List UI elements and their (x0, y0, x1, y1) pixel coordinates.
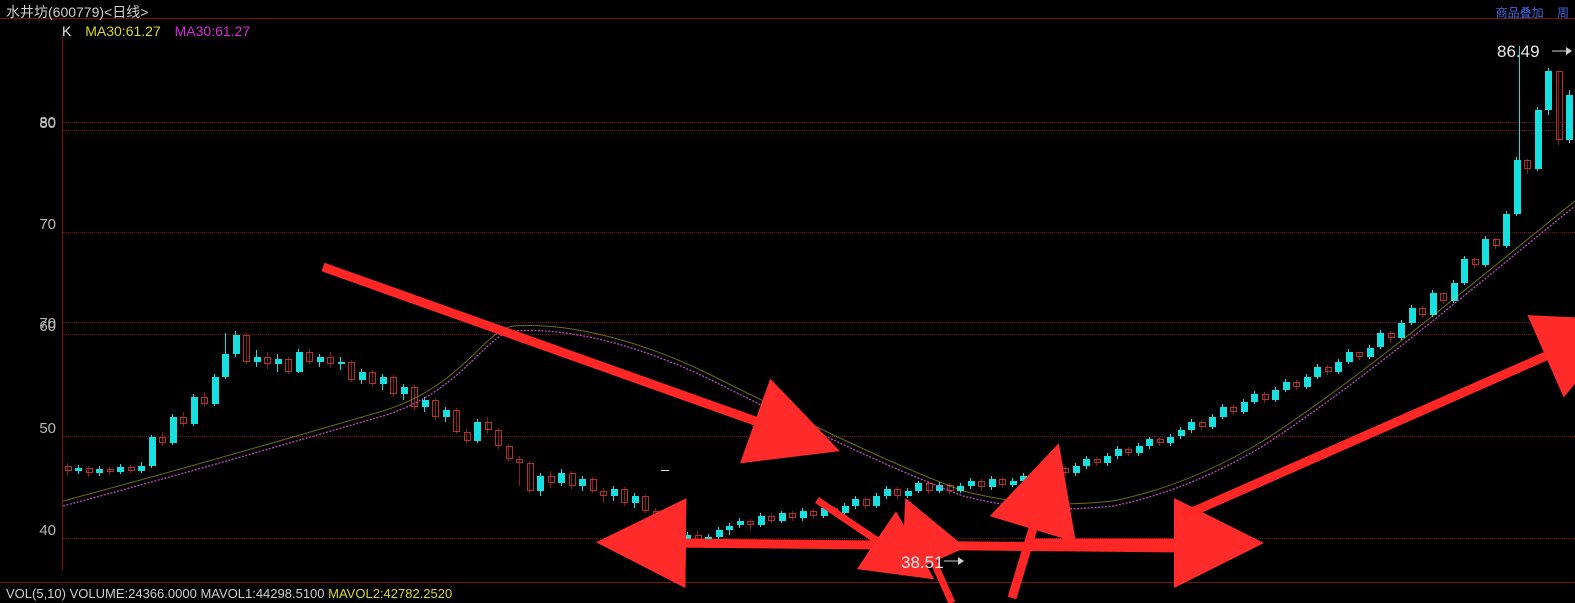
gridline-row-70 (63, 232, 1575, 233)
low-price-arrow (944, 553, 964, 569)
gridline-row-80 (63, 130, 1575, 131)
top-right-links-group: 商品叠加 周 (1486, 4, 1569, 21)
window-title: 水井坊(600779)<日线> (6, 2, 148, 22)
volume-panel-info: VOL(5,10) VOLUME:24366.0000 MAVOL1:44298… (6, 586, 452, 601)
legend-label-ma2: MA30:61.27 (175, 23, 251, 39)
y-tick-60b: 60 (8, 318, 56, 335)
gridline-row-60 (63, 334, 1575, 335)
moving-average-lines (63, 36, 1575, 570)
gridline-row-40 (63, 538, 1575, 539)
y-tick-50b: 50 (8, 420, 56, 437)
y-tick-70b: 70 (8, 216, 56, 233)
high-price-vertical-guide (1519, 46, 1520, 186)
volume-value: VOLUME:24366.0000 (70, 586, 197, 601)
chart-legend: K MA30:61.27 MA30:61.27 (62, 23, 260, 39)
mavol1-label: MAVOL1:44298.5100 (200, 586, 324, 601)
legend-label-k: K (62, 23, 71, 39)
high-price-arrow (1552, 42, 1572, 60)
y-tick-80b: 80 (8, 114, 56, 131)
gridline-row-50 (63, 436, 1575, 437)
y-axis-line (62, 36, 63, 570)
title-divider-line (0, 18, 1575, 19)
gridline-70: 70 (63, 322, 1575, 323)
stock-chart-window: 水井坊(600779)<日线> 商品叠加 周 K MA30:61.27 MA30… (0, 0, 1575, 603)
y-tick-40b: 40 (8, 522, 56, 539)
legend-label-ma1: MA30:61.27 (85, 23, 161, 39)
candlestick-plot-area[interactable]: 80 70 80 70 60 50 40 (63, 36, 1575, 570)
week-toggle-link[interactable]: 周 (1557, 6, 1569, 20)
low-price-label: 38.51 (901, 553, 944, 573)
gridline-80: 80 (63, 122, 1575, 123)
white-tick-marker (661, 470, 669, 471)
high-price-label: 86.49 (1497, 42, 1540, 62)
vol-label: VOL(5,10) (6, 586, 66, 601)
add-commodity-link[interactable]: 商品叠加 (1496, 6, 1544, 20)
volume-panel-divider (0, 582, 1575, 583)
mavol2-label: MAVOL2:42782.2520 (328, 586, 452, 601)
